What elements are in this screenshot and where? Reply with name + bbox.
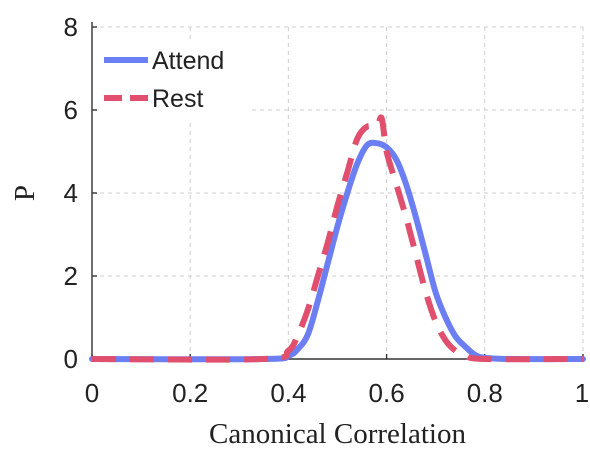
x-tick-label: 0: [85, 378, 99, 408]
series-line-rest: [91, 114, 584, 363]
legend-label-rest: Rest: [152, 85, 203, 113]
legend: Attend Rest: [98, 40, 248, 120]
y-tick-label: 8: [64, 12, 78, 42]
y-tick-label: 4: [64, 178, 78, 208]
x-tick-label: 0.4: [270, 378, 306, 408]
y-tick-label: 6: [64, 95, 78, 125]
x-tick-label: 0.8: [467, 378, 503, 408]
legend-background: [98, 40, 248, 120]
x-tick-label: 1: [575, 378, 589, 408]
legend-label-attend: Attend: [152, 47, 224, 75]
y-axis-label: P: [9, 185, 41, 201]
x-tick-label: 0.2: [172, 378, 208, 408]
y-tick-label: 2: [64, 261, 78, 291]
tick-labels: 0 0.2 0.4 0.6 0.8 1 0 2 4 6 8: [64, 12, 590, 408]
x-axis-label: Canonical Correlation: [209, 418, 466, 450]
y-tick-label: 0: [64, 344, 78, 374]
x-tick-label: 0.6: [369, 378, 405, 408]
series-group: [89, 114, 586, 363]
series-line-attend: [89, 139, 586, 363]
